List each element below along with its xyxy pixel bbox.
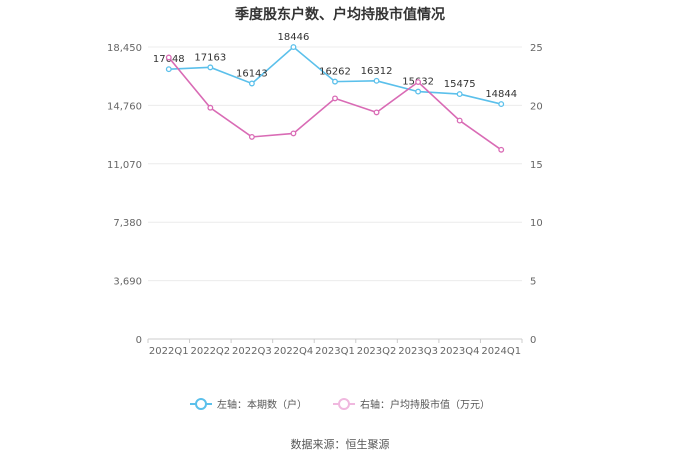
data-label: 16312 [361, 66, 393, 77]
x-tick-label: 2023Q4 [440, 346, 480, 357]
x-tick-label: 2022Q1 [149, 346, 189, 357]
left-tick-label: 14,760 [107, 101, 142, 112]
x-tick-label: 2023Q3 [398, 346, 438, 357]
right-series-point [290, 130, 297, 137]
x-tick-label: 2023Q2 [357, 346, 397, 357]
left-series-point [332, 78, 338, 85]
legend-marker-left [190, 397, 212, 410]
left-tick-label: 18,450 [107, 43, 142, 54]
chart-title: 季度股东户数、户均持股市值情况 [235, 7, 445, 23]
left-series-point [456, 91, 463, 98]
left-series-point [207, 64, 214, 71]
legend-marker-right [333, 397, 355, 410]
left-series-point [290, 44, 297, 51]
right-series-point [373, 109, 380, 116]
legend-label-right: 右轴：户均持股市值（万元） [360, 400, 490, 411]
left-tick-label: 7,380 [113, 218, 142, 229]
right-tick-label: 20 [530, 101, 543, 112]
right-series-point [332, 95, 338, 102]
legend: 左轴：本期数（户） 右轴：户均持股市值（万元） [0, 396, 680, 411]
data-label: 16143 [236, 69, 268, 80]
right-series-point [248, 133, 255, 140]
data-label: 16262 [319, 67, 351, 78]
data-label: 15475 [444, 79, 476, 90]
left-series-point [415, 88, 422, 95]
right-series-point [415, 79, 422, 85]
legend-item-left-series[interactable]: 左轴：本期数（户） [190, 396, 307, 411]
right-tick-label: 25 [530, 43, 543, 54]
x-tick-label: 2022Q3 [232, 346, 272, 357]
data-label: 14844 [485, 89, 517, 100]
left-tick-label: 3,690 [113, 277, 142, 288]
right-tick-label: 10 [530, 218, 543, 229]
left-tick-label: 11,070 [107, 160, 142, 171]
x-tick-label: 2023Q1 [315, 346, 355, 357]
right-tick-label: 15 [530, 160, 543, 171]
left-series-point [373, 77, 380, 84]
legend-item-right-series[interactable]: 右轴：户均持股市值（万元） [333, 396, 490, 411]
x-tick-label: 2024Q1 [481, 346, 521, 357]
x-tick-label: 2022Q4 [274, 346, 314, 357]
right-tick-label: 5 [530, 277, 536, 288]
right-series-point [207, 104, 214, 111]
data-label: 18446 [278, 32, 310, 43]
source-note: 数据来源：恒生聚源 [290, 438, 390, 451]
left-series-point [165, 66, 172, 73]
legend-label-left: 左轴：本期数（户） [217, 400, 307, 411]
left-series-point [248, 80, 255, 87]
data-label: 17163 [194, 52, 226, 63]
x-tick-label: 2022Q2 [190, 346, 230, 357]
right-tick-label: 0 [530, 335, 536, 346]
left-series-point [498, 101, 505, 108]
left-tick-label: 0 [136, 335, 142, 346]
right-series-point [498, 146, 505, 153]
right-series-point [165, 54, 172, 61]
right-series-point [456, 117, 463, 124]
